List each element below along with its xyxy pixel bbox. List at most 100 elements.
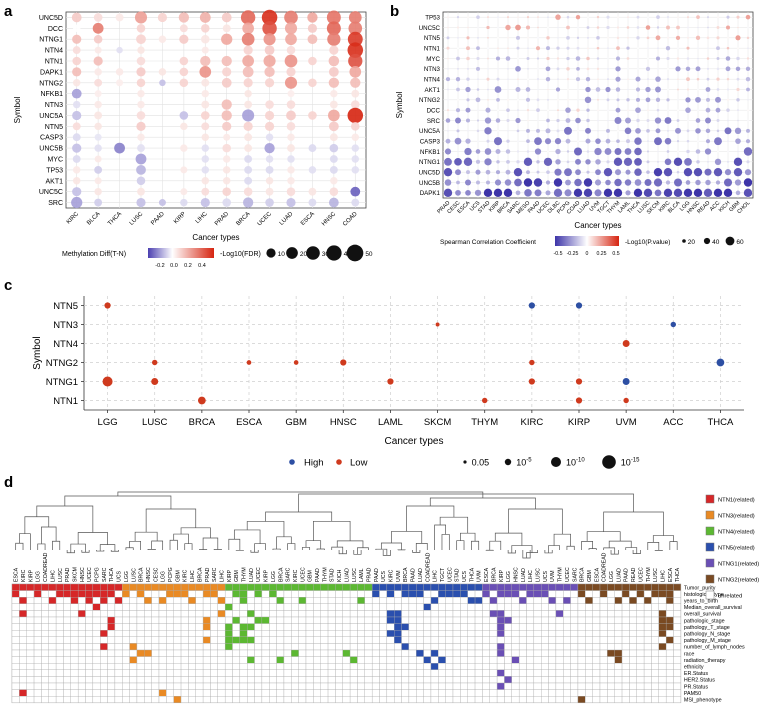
size-legend-dot [504, 458, 512, 466]
heatmap-cell [70, 669, 79, 677]
dot-UNC5D-TGCT [603, 167, 613, 177]
heatmap-cell [232, 616, 241, 624]
heatmap-cell [658, 689, 667, 697]
heatmap-cell [474, 616, 483, 624]
heatmap-cell [489, 663, 498, 670]
legend-label: NTN3(related) [718, 514, 755, 520]
heatmap-cell [371, 663, 380, 670]
heatmap-cell [614, 616, 623, 624]
heatmap-cell [85, 597, 94, 604]
heatmap-cell [518, 636, 527, 644]
dot-NTN4-BLCA [94, 46, 102, 54]
heatmap-cell [11, 669, 20, 677]
dot-NTN5-HNSC [695, 35, 701, 40]
heatmap-cell [504, 616, 512, 624]
heatmap-cell [33, 583, 42, 591]
dot-NTN1-LUSC [136, 56, 146, 66]
dot-MYC-LGG [686, 57, 690, 60]
heatmap-cell [26, 682, 35, 690]
dot-DAPK1-STAD [483, 188, 493, 198]
heatmap-cell [173, 583, 182, 591]
dot-TP53-STAD [486, 16, 490, 19]
dot-NTN4-BRCA [507, 78, 509, 80]
dot-NTN1-BRCA [197, 396, 206, 405]
heatmap-cell [247, 649, 255, 657]
dot-UNC5C-UCS [477, 26, 479, 29]
heatmap-cell [467, 623, 476, 631]
dot-NTNG2-KICH [726, 98, 730, 101]
heatmap-cell [408, 682, 417, 690]
heatmap-cell [320, 669, 329, 677]
heatmap-cell [416, 669, 424, 677]
heatmap-cell [261, 669, 270, 677]
dot-AKT1-UCEC [547, 88, 549, 91]
heatmap-cell [151, 603, 160, 611]
heatmap-cell [555, 643, 564, 651]
heatmap-cell [504, 643, 512, 651]
y-tick-label: DCC [48, 26, 63, 33]
dendrogram-branch [415, 542, 428, 553]
dot-UNC5D-ACC [713, 167, 723, 177]
dot-NTN3-LIHC [201, 100, 210, 109]
heatmap-cell [122, 649, 130, 657]
dot-SRC-ESCA [308, 198, 317, 207]
heatmap-cell [92, 669, 101, 677]
dot-NTNG1-KICH [726, 160, 730, 163]
heatmap-cell [114, 623, 123, 631]
dot-DCC-LAML [627, 109, 629, 111]
heatmap-cell [247, 610, 255, 618]
dot-NTN4-THCA [116, 46, 123, 54]
heatmap-cell [313, 630, 321, 637]
heatmap-cell [188, 597, 196, 604]
heatmap-cell [555, 636, 564, 644]
heatmap-cell [276, 623, 285, 631]
dot-DCC-UCEC [547, 109, 549, 111]
heatmap-cell [577, 630, 586, 637]
heatmap-cell [85, 630, 94, 637]
dot-NFKB1-LAML [624, 148, 632, 155]
heatmap-cell [41, 696, 49, 703]
heatmap-cell [658, 610, 667, 618]
heatmap-cell [541, 623, 549, 631]
heatmap-cell [342, 696, 351, 703]
heatmap-cell [673, 676, 682, 684]
heatmap-cell [342, 616, 351, 624]
heatmap-cell [129, 669, 138, 677]
heatmap-cell [482, 649, 490, 657]
heatmap-cell [526, 649, 535, 657]
column-label: ESCA [594, 567, 600, 582]
column-label: THYM [322, 567, 328, 582]
heatmap-cell [232, 663, 241, 670]
heatmap-cell [541, 616, 549, 624]
heatmap-cell [467, 636, 476, 644]
heatmap-cell [555, 689, 564, 697]
heatmap-cell [614, 590, 623, 598]
dot-NTN3-HNSC [329, 100, 338, 109]
dot-DCC-KIRP [179, 24, 188, 33]
heatmap-cell [533, 656, 542, 664]
dot-TP53-LGG [686, 16, 690, 19]
heatmap-cell [261, 643, 270, 651]
heatmap-cell [33, 636, 42, 644]
dot-DCC-KICH [726, 108, 730, 112]
dot-NTN5-SKCM [655, 35, 661, 41]
column-label: PCPG [168, 567, 174, 582]
heatmap-cell [33, 663, 42, 670]
heatmap-cell [100, 630, 108, 637]
dot-AKT1-KIRC [667, 88, 669, 91]
heatmap-cell [335, 590, 343, 598]
heatmap-cell [217, 669, 226, 677]
dot-NTN5-LUSC [646, 36, 650, 40]
dot-NTN3-BLCA [675, 66, 681, 72]
dot-NTNG2-CHOL [747, 99, 749, 101]
heatmap-cell [55, 603, 64, 611]
dot-NTNG2-UCEC [547, 98, 549, 101]
heatmap-cell [394, 597, 402, 604]
column-label: GBM [234, 570, 240, 582]
heatmap-cell [239, 603, 248, 611]
heatmap-cell [541, 676, 549, 684]
column-label: SARC [572, 567, 578, 582]
heatmap-cell [585, 597, 593, 604]
dendrogram-branch [77, 532, 108, 545]
dot-UNC5C-LGG [687, 26, 689, 29]
